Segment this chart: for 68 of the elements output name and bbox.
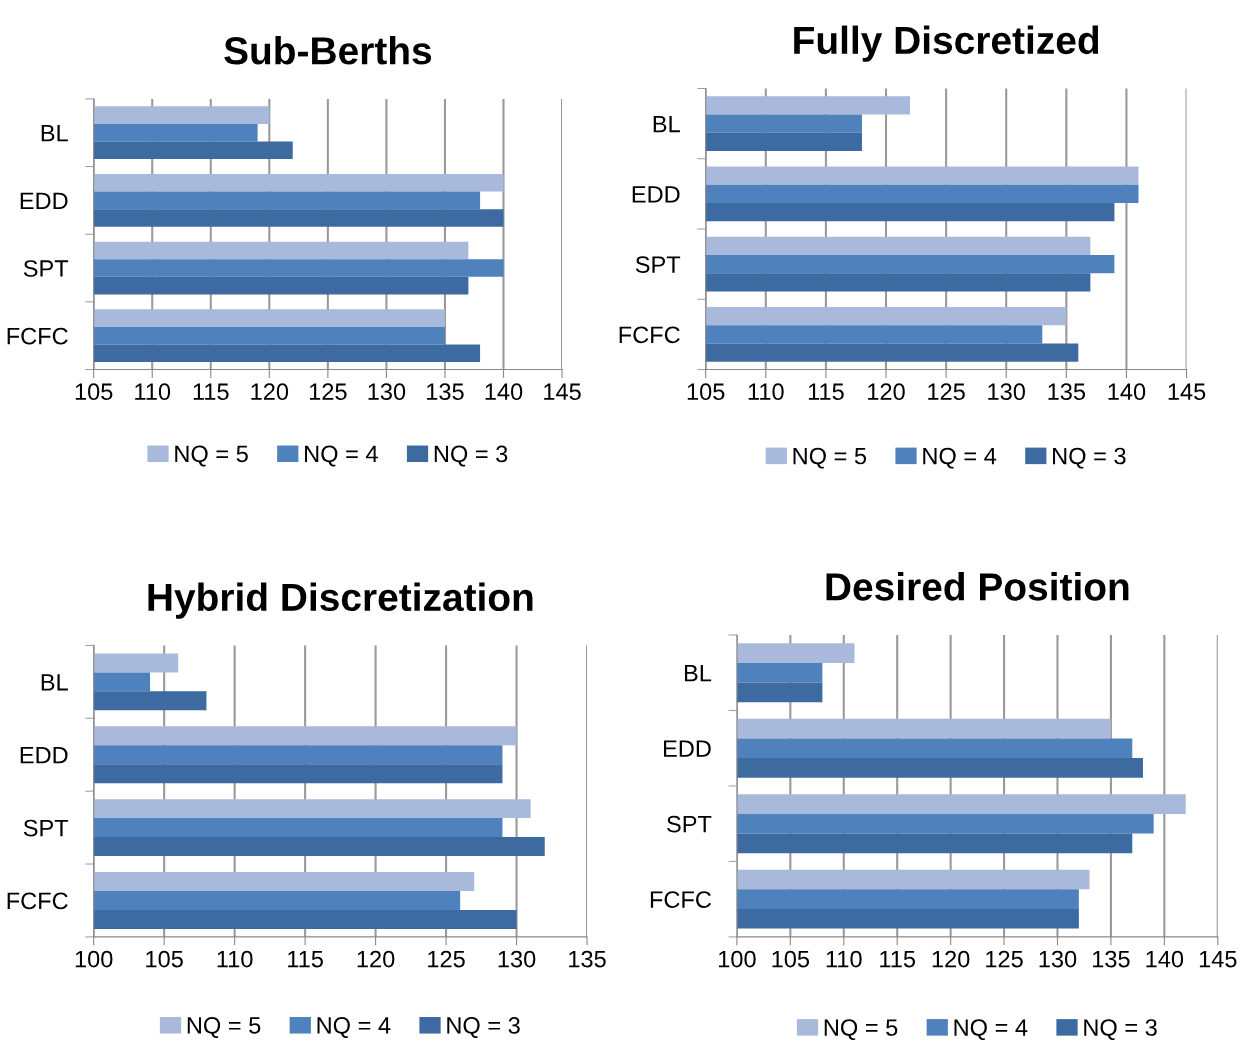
x-tick-label: 120 — [932, 950, 970, 968]
y-tick-label: BL — [41, 125, 68, 142]
x-tick-label: 115 — [288, 950, 323, 968]
y-tick-label: BL — [684, 665, 712, 682]
x-tick-label: 100 — [719, 950, 756, 968]
legend-label: NQ = 3 — [1084, 1019, 1157, 1041]
x-tick-label: 130 — [988, 383, 1025, 401]
x-tick-label: 120 — [868, 383, 905, 401]
x-tick-label: 105 — [687, 383, 725, 401]
y-tick-label: FCFC — [7, 892, 68, 910]
legend-label: NQ = 5 — [175, 445, 248, 467]
chart-title: Desired Position — [826, 572, 1129, 601]
legend-label: NQ = 4 — [317, 1017, 391, 1039]
x-tick-label: 110 — [135, 383, 171, 401]
legend-label: NQ = 4 — [923, 447, 997, 469]
x-tick-label: 125 — [928, 383, 965, 401]
x-tick-label: 110 — [826, 950, 862, 968]
y-tick-label: BL — [653, 115, 680, 133]
x-tick-label: 120 — [357, 950, 395, 968]
y-tick-label: FCFC — [7, 327, 68, 345]
x-tick-label: 105 — [146, 950, 183, 968]
y-tick-label: SPT — [23, 819, 69, 837]
x-tick-label: 100 — [75, 950, 113, 968]
y-tick-label: EDD — [20, 747, 68, 764]
x-tick-label: 140 — [1108, 383, 1146, 401]
legend-label: NQ = 4 — [305, 445, 378, 467]
legend-label: NQ = 3 — [1053, 447, 1126, 469]
x-tick-label: 140 — [485, 383, 523, 401]
y-tick-label: EDD — [663, 740, 711, 757]
legend-label: NQ = 3 — [447, 1017, 520, 1039]
y-tick-label: SPT — [667, 815, 712, 833]
x-tick-label: 115 — [193, 383, 229, 401]
x-tick-label: 135 — [1048, 383, 1086, 401]
x-tick-label: 130 — [498, 950, 536, 968]
x-tick-label: 105 — [75, 383, 113, 401]
x-tick-label: 115 — [880, 950, 916, 968]
legend-label: NQ = 5 — [793, 447, 867, 469]
x-tick-label: 115 — [808, 383, 844, 401]
x-tick-label: 110 — [217, 950, 253, 968]
legend-label: NQ = 5 — [187, 1017, 261, 1039]
legend-label: NQ = 4 — [954, 1019, 1028, 1041]
y-tick-label: SPT — [23, 260, 69, 277]
y-tick-label: EDD — [632, 186, 680, 203]
legend-label: NQ = 5 — [824, 1019, 898, 1041]
chart-title: Fully Discretized — [794, 25, 1099, 62]
chart-title: Hybrid Discretization — [148, 582, 533, 619]
x-tick-label: 135 — [569, 950, 606, 968]
x-tick-label: 125 — [428, 950, 465, 968]
x-tick-label: 125 — [986, 950, 1023, 968]
x-tick-label: 130 — [368, 383, 406, 401]
x-tick-label: 130 — [1039, 950, 1077, 968]
x-tick-label: 110 — [748, 383, 784, 401]
chart-title: Sub-Berths — [224, 35, 432, 65]
x-tick-label: 145 — [1168, 383, 1206, 401]
legend-label: NQ = 3 — [434, 445, 508, 467]
x-tick-label: 105 — [772, 950, 810, 968]
x-tick-label: 135 — [1093, 950, 1130, 968]
y-tick-label: EDD — [20, 192, 68, 209]
x-tick-label: 140 — [1146, 950, 1184, 968]
y-tick-label: FCFC — [650, 891, 712, 908]
x-tick-label: 145 — [1199, 950, 1237, 968]
y-tick-label: SPT — [635, 256, 681, 273]
x-tick-label: 145 — [544, 383, 581, 401]
y-tick-label: FCFC — [619, 326, 680, 344]
y-tick-label: BL — [41, 674, 68, 691]
x-tick-label: 120 — [251, 383, 289, 401]
x-tick-label: 125 — [309, 383, 347, 401]
x-tick-label: 135 — [427, 383, 464, 401]
